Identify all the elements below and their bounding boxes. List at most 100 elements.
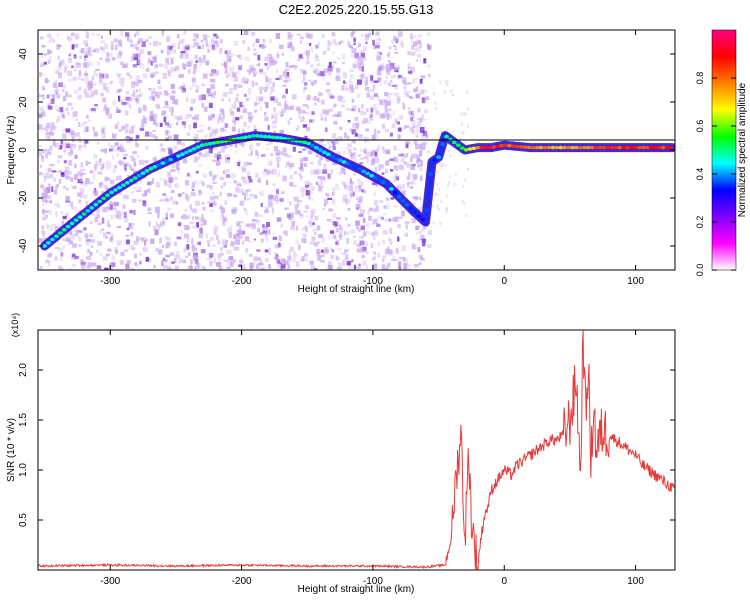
noise-dot <box>372 44 376 50</box>
noise-dot <box>437 207 440 211</box>
noise-dot <box>242 267 247 270</box>
noise-dot <box>164 122 169 126</box>
noise-dot <box>189 107 193 111</box>
noise-dot <box>171 176 175 183</box>
noise-dot <box>61 112 65 116</box>
noise-dot <box>389 84 395 87</box>
noise-dot <box>165 212 168 218</box>
noise-dot <box>238 264 242 267</box>
ridge-point <box>54 234 59 239</box>
noise-dot <box>51 186 54 193</box>
noise-dot <box>91 76 94 81</box>
noise-dot <box>88 234 92 237</box>
noise-dot <box>54 225 58 232</box>
noise-dot <box>106 187 110 190</box>
noise-dot <box>155 206 160 213</box>
noise-dot <box>288 44 293 49</box>
noise-dot <box>41 225 45 230</box>
noise-dot <box>413 125 416 128</box>
noise-dot <box>198 189 201 193</box>
noise-dot <box>353 152 356 156</box>
noise-dot <box>241 264 246 269</box>
noise-dot <box>83 62 87 66</box>
noise-dot <box>445 210 448 214</box>
noise-dot <box>264 56 269 61</box>
noise-dot <box>114 142 119 146</box>
noise-dot <box>264 258 270 262</box>
noise-dot <box>265 237 269 242</box>
noise-dot <box>191 216 195 220</box>
noise-dot <box>354 64 358 68</box>
noise-dot <box>386 197 389 201</box>
noise-dot <box>375 181 379 187</box>
noise-dot <box>40 186 46 189</box>
noise-dot <box>39 172 43 176</box>
noise-dot <box>158 225 162 228</box>
noise-dot <box>147 212 152 215</box>
noise-dot <box>247 112 253 115</box>
noise-dot <box>267 247 272 253</box>
noise-dot <box>418 238 421 242</box>
noise-dot <box>292 146 296 152</box>
noise-dot <box>176 236 182 240</box>
noise-dot <box>149 111 154 116</box>
ridge-point <box>424 208 430 212</box>
noise-dot <box>44 79 50 83</box>
noise-dot <box>52 82 56 85</box>
noise-dot <box>192 189 195 192</box>
noise-dot <box>238 233 243 240</box>
noise-dot <box>84 55 88 58</box>
noise-dot <box>204 151 210 158</box>
noise-dot <box>218 114 223 117</box>
noise-dot <box>357 154 361 157</box>
noise-dot <box>67 95 72 98</box>
noise-dot <box>226 157 230 160</box>
noise-dot <box>362 231 367 237</box>
ridge-point <box>140 171 146 175</box>
noise-dot <box>74 61 80 65</box>
ridge-point <box>507 143 512 148</box>
noise-dot <box>419 127 425 133</box>
noise-dot <box>134 253 137 259</box>
noise-dot <box>199 63 203 66</box>
noise-dot <box>47 103 51 108</box>
noise-dot <box>39 114 42 118</box>
noise-dot <box>379 52 382 55</box>
noise-dot <box>71 205 75 210</box>
ridge-point <box>479 145 485 150</box>
noise-dot <box>182 44 188 51</box>
noise-dot <box>349 192 352 198</box>
noise-dot <box>387 51 391 57</box>
noise-dot <box>252 223 256 229</box>
noise-dot <box>147 181 152 186</box>
noise-dot <box>268 170 273 174</box>
noise-dot <box>275 77 280 81</box>
noise-dot <box>213 176 216 179</box>
noise-dot <box>86 114 89 119</box>
noise-dot <box>367 211 370 215</box>
noise-dot <box>233 76 239 82</box>
noise-dot <box>42 209 45 215</box>
noise-dot <box>85 178 90 184</box>
noise-dot <box>364 33 370 38</box>
noise-dot <box>102 185 107 189</box>
noise-dot <box>81 122 85 127</box>
noise-dot <box>218 113 222 116</box>
noise-dot <box>110 46 114 51</box>
ridge-point <box>152 165 158 169</box>
noise-dot <box>247 171 251 176</box>
noise-dot <box>284 68 290 71</box>
x-tick-label: -100 <box>363 276 383 287</box>
noise-dot <box>89 170 94 174</box>
noise-dot <box>319 71 325 77</box>
noise-dot <box>376 69 382 76</box>
noise-dot <box>83 88 87 94</box>
noise-dot <box>112 100 116 106</box>
noise-dot <box>376 36 381 41</box>
noise-dot <box>44 214 48 219</box>
snr-panel: -300 -200 -100 0 100 0.51.01.52.0 Height of … <box>6 313 676 595</box>
noise-dot <box>388 82 391 86</box>
noise-dot <box>139 63 145 70</box>
noise-dot <box>339 126 343 130</box>
noise-dot <box>260 202 263 208</box>
